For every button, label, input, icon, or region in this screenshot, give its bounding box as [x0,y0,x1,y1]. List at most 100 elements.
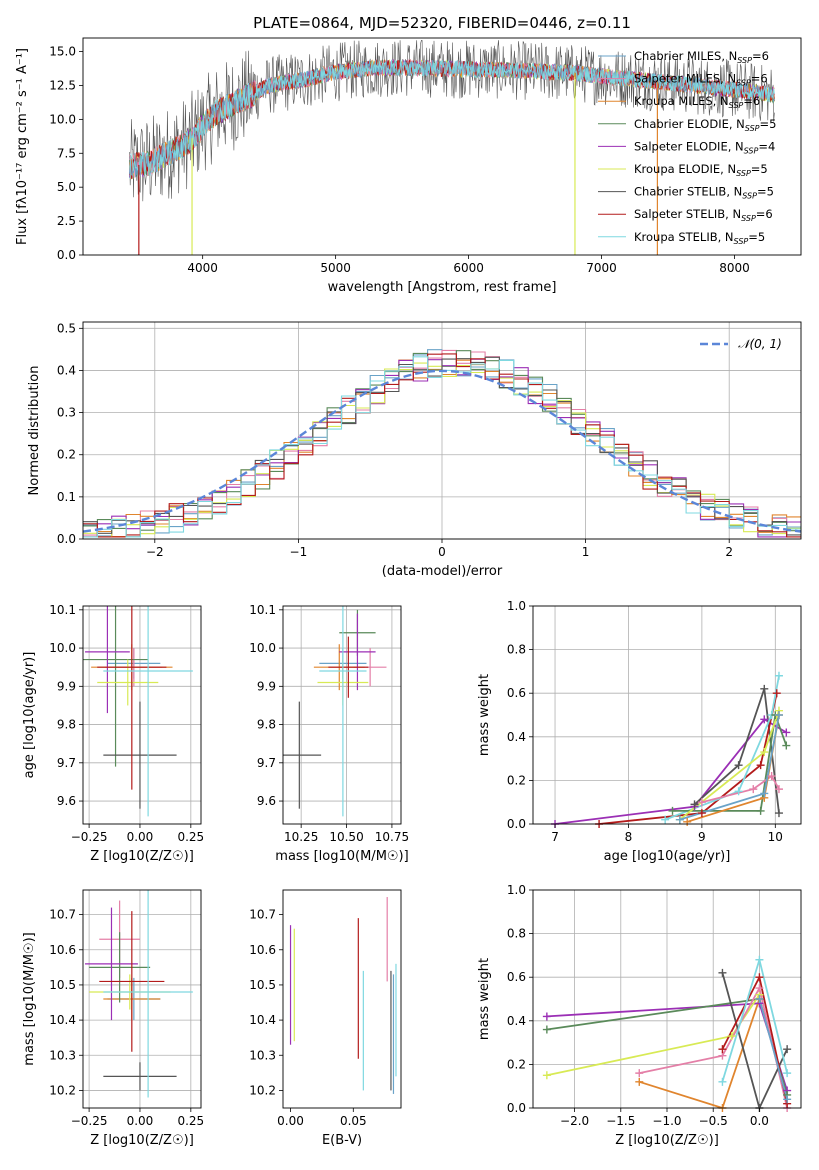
plot-area [283,606,387,817]
y-tick-label: 10.1 [49,603,76,617]
weight-marker [734,761,743,770]
legend-label: Salpeter MILES, NSSP=6 [634,72,768,88]
legend-label: 𝒩(0, 1) [738,337,782,351]
weight-line [554,718,787,824]
legend-label: Kroupa ELODIE, NSSP=5 [634,162,768,178]
y-tick-label: 9.6 [257,794,276,808]
x-axis-label: E(B-V) [322,1133,362,1148]
legend-label: Chabrier STELIB, NSSP=5 [634,185,774,201]
weight-marker [683,817,692,826]
legend-label: Chabrier MILES, NSSP=6 [634,49,769,65]
weight-line [639,998,761,1108]
axes-frame [532,605,802,825]
x-tick-label: 10.50 [329,830,363,844]
panel-weight-vs-Z: −2.0 −1.5 −1.0 −0.5 0.0 0.0 0.2 0.4 0.6 0.8 1.0 Z [… [477,883,802,1148]
x-tick-label: −2.0 [560,1114,589,1128]
spectrum-line [129,59,775,180]
x-axis-label: Z [log10(Z/Z☉)] [615,1133,719,1148]
weight-line [701,774,780,804]
histogram-step [83,356,801,536]
weight-marker [772,689,781,698]
weight-marker [783,1045,792,1054]
x-tick-label: −1 [290,545,308,559]
legend-label: Kroupa STELIB, NSSP=5 [634,230,765,246]
y-tick-label: 10.2 [49,1083,76,1097]
y-tick-label: 0.2 [507,773,526,787]
x-tick-label: 10.25 [284,830,318,844]
x-tick-label: −0.25 [71,1114,108,1128]
weight-marker [755,955,764,964]
y-tick-label: 0.2 [57,448,76,462]
y-tick-label: 10.6 [249,943,276,957]
y-tick-label: 1.0 [507,883,526,897]
x-tick-label: 1 [582,545,590,559]
weight-marker [760,715,769,724]
x-axis-label: (data-model)/error [382,564,503,579]
weight-marker [542,1012,551,1021]
y-tick-label: 2.5 [57,214,76,228]
x-tick-label: −0.25 [71,830,108,844]
y-tick-label: 10.4 [249,1013,276,1027]
y-tick-label: 0.6 [507,970,526,984]
y-axis-label: age [log10(age/yr)] [22,652,37,779]
y-tick-label: 0.8 [507,643,526,657]
x-axis-label: age [log10(age/yr)] [604,849,731,864]
legend-label: Kroupa MILES, NSSP=6 [634,94,760,110]
panel-spectrum: Chabrier MILES, NSSP=6 Salpeter MILES, NS… [15,37,802,295]
plot-area [85,890,193,1098]
y-axis-label: mass [log10(M/M☉)] [22,932,37,1065]
y-tick-label: 10.7 [49,908,76,922]
y-tick-label: 0.0 [57,248,76,262]
weight-marker [635,1077,644,1086]
x-tick-label: 6000 [453,261,484,275]
panel-mass-vs-Z: −0.25 0.00 0.25 10.2 10.3 10.4 10.5 10.6 10.7 Z [… [22,889,204,1148]
y-tick-label: 15.0 [49,45,76,59]
figure-title: PLATE=0864, MJD=52320, FIBERID=0446, z=0… [253,14,631,32]
y-tick-label: 0.3 [57,406,76,420]
weight-marker [718,1045,727,1054]
y-tick-label: 0.0 [507,817,526,831]
weight-line [672,714,788,812]
weight-marker [774,671,783,680]
weight-marker [767,772,776,781]
weight-marker [675,815,684,824]
x-axis-label: mass [log10(M/M☉)] [275,849,408,864]
plot-area [83,606,193,817]
y-tick-label: 10.5 [249,978,276,992]
y-tick-label: 0.8 [507,927,526,941]
legend-label: Salpeter ELODIE, NSSP=4 [634,139,775,155]
y-tick-label: 10.0 [49,641,76,655]
x-axis-label: Z [log10(Z/Z☉)] [90,849,194,864]
axes-frame [282,605,402,825]
panel-residuals: 𝒩(0, 1) −2 −1 0 1 2 0.0 0.1 0.2 0.3 0.4 0.5 (data-mo… [27,321,802,579]
x-tick-label: 10 [768,830,783,844]
x-tick-label: 0.00 [277,1114,304,1128]
y-tick-label: 0.4 [507,1014,526,1028]
weight-marker [734,787,743,796]
weight-marker [756,761,765,770]
y-axis-label: Flux [fλ10⁻¹⁷ erg cm⁻² s⁻¹ A⁻¹] [15,48,30,245]
x-tick-label: 4000 [187,261,218,275]
legend-label: Salpeter STELIB, NSSP=6 [634,207,773,223]
x-tick-label: 0.00 [127,830,154,844]
weight-marker [668,806,677,815]
x-tick-label: 2 [725,545,733,559]
x-axis-label: Z [log10(Z/Z☉)] [90,1133,194,1148]
weight-marker [774,711,783,719]
y-tick-label: 10.4 [49,1013,76,1027]
y-tick-label: 10.5 [49,978,76,992]
y-tick-label: 0.4 [57,363,76,377]
panel-age-vs-mass: 10.25 10.50 10.75 9.6 9.7 9.8 9.9 10.0 10.1 mass … [249,603,409,864]
y-tick-label: 10.7 [249,908,276,922]
y-tick-label: 10.1 [249,603,276,617]
x-tick-label: −2 [146,545,164,559]
y-axis-label: Normed distribution [27,366,42,496]
x-tick-label: 8000 [719,261,750,275]
weight-marker [760,748,769,757]
weight-marker [782,728,791,737]
weight-line [599,693,778,824]
weight-marker [542,1025,551,1034]
weight-marker [755,984,764,993]
y-tick-label: 1.0 [507,599,526,613]
